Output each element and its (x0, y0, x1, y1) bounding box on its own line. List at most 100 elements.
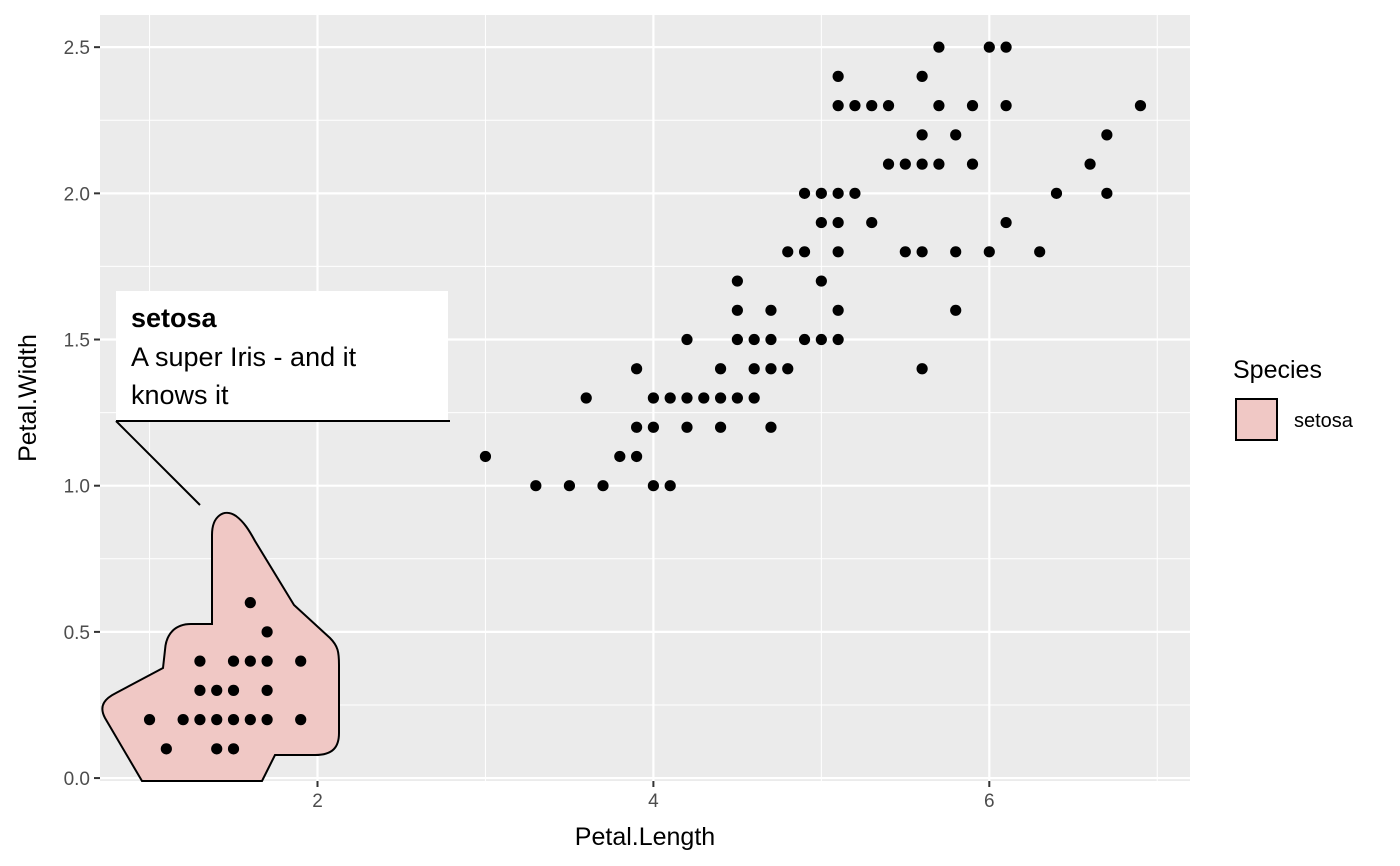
data-point (211, 684, 223, 696)
grid-minor (100, 15, 1190, 781)
data-point (815, 216, 827, 229)
callout-line-2: knows it (131, 380, 229, 410)
data-point (580, 392, 592, 404)
y-tick-label: 1.0 (64, 477, 90, 498)
data-point (950, 304, 962, 316)
data-point (714, 392, 727, 404)
data-point (731, 333, 743, 346)
data-point (1101, 129, 1113, 141)
data-point (782, 363, 794, 375)
data-point (983, 246, 995, 258)
data-point (244, 597, 256, 609)
x-tick-label: 4 (648, 791, 659, 812)
data-point (832, 304, 844, 316)
data-point (295, 655, 307, 667)
data-point (295, 714, 307, 726)
data-point (681, 333, 693, 346)
y-tick-label: 0.5 (64, 623, 90, 644)
data-point (244, 655, 256, 667)
data-point (782, 246, 794, 258)
data-point (143, 714, 156, 726)
data-point (950, 129, 962, 141)
legend-label-setosa: setosa (1294, 410, 1354, 432)
data-point (899, 246, 911, 258)
data-point (798, 187, 811, 199)
data-point (211, 714, 223, 726)
data-point (194, 714, 206, 726)
data-point (832, 333, 844, 346)
data-point (1084, 158, 1096, 170)
data-point (933, 100, 945, 112)
data-point (832, 70, 844, 82)
callout-connector (115, 420, 201, 506)
x-tick-label: 2 (312, 791, 323, 812)
data-point (1000, 41, 1012, 53)
data-point (194, 655, 206, 667)
data-point (1034, 246, 1046, 258)
data-point (1134, 100, 1147, 112)
data-point (832, 187, 844, 199)
data-point (227, 655, 240, 667)
data-point (815, 275, 827, 287)
data-point (664, 480, 676, 492)
y-tick-label: 0.0 (64, 769, 90, 790)
data-point (177, 714, 189, 726)
x-axis-ticks: 2 4 6 (312, 781, 995, 812)
callout-line-1: A super Iris - and it (131, 342, 357, 372)
data-point (664, 392, 676, 404)
data-point (866, 100, 878, 112)
setosa-hull (101, 511, 340, 782)
data-point (815, 333, 827, 346)
data-point (1000, 100, 1012, 112)
data-point (563, 480, 576, 492)
data-point (798, 333, 811, 346)
data-point (647, 480, 659, 492)
data-point (966, 158, 979, 170)
data-point (227, 684, 240, 696)
data-point (631, 363, 643, 375)
data-point (916, 363, 928, 375)
data-point (194, 684, 206, 696)
data-point (1000, 216, 1012, 229)
data-point (916, 129, 928, 141)
data-point (916, 158, 928, 170)
data-point (681, 421, 693, 433)
data-point (261, 714, 273, 726)
data-point (899, 158, 911, 170)
data-point (832, 216, 844, 229)
data-point (681, 392, 693, 404)
data-point (748, 333, 760, 346)
data-point (916, 246, 928, 258)
data-point (731, 392, 743, 404)
data-point (882, 158, 895, 170)
data-point (815, 187, 827, 199)
data-point (765, 304, 777, 316)
data-point (765, 363, 777, 375)
data-point (798, 246, 811, 258)
legend: Species setosa (1233, 356, 1354, 441)
data-point (261, 655, 273, 667)
data-point (227, 714, 240, 726)
data-point (849, 100, 861, 112)
data-point (966, 100, 979, 112)
y-axis-ticks: 0.0 0.5 1.0 1.5 2.0 2.5 (64, 38, 100, 790)
data-point (631, 450, 643, 463)
data-point (647, 392, 659, 404)
data-point (731, 304, 743, 316)
data-point (698, 392, 710, 404)
data-point (849, 187, 861, 199)
data-point (765, 333, 777, 346)
data-point (261, 684, 273, 696)
data-point (261, 626, 273, 638)
data-point (244, 714, 256, 726)
data-point (916, 70, 928, 82)
annotation-callout: setosa A super Iris - and it knows it (115, 291, 450, 506)
callout-box (116, 291, 448, 421)
callout-title: setosa (131, 303, 218, 333)
x-axis-title: Petal.Length (575, 823, 715, 851)
data-point (731, 275, 743, 287)
data-point (1101, 187, 1113, 199)
y-tick-label: 1.5 (64, 331, 90, 352)
data-point (832, 100, 844, 112)
